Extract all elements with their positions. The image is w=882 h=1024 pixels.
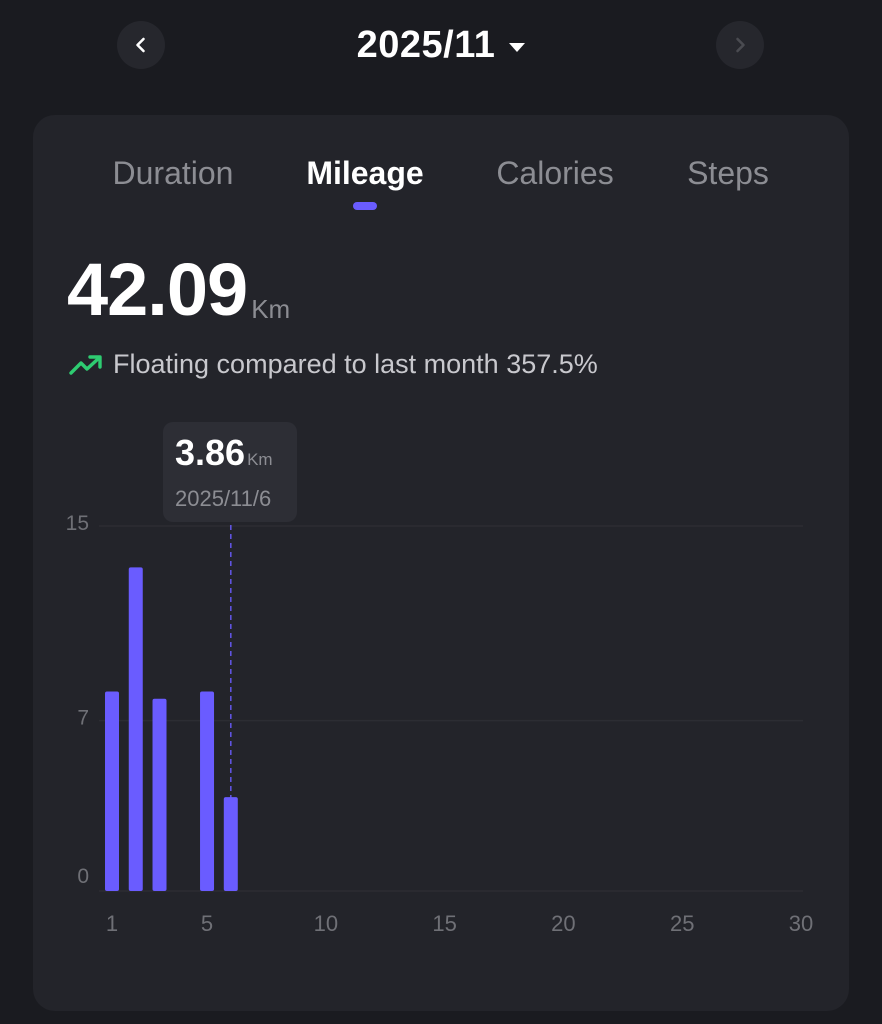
bar-day-5 [200,691,215,891]
caret-down-icon [509,42,526,52]
x-tick-label: 5 [201,911,213,936]
metric-tabs: Duration Mileage Calories Steps [33,115,849,225]
active-tab-indicator [353,202,377,210]
bar-day-3 [152,698,167,891]
previous-month-button[interactable] [117,21,165,69]
tab-calories[interactable]: Calories [496,155,614,191]
tab-steps[interactable]: Steps [687,155,769,191]
bar-day-6 [223,797,238,891]
x-tick-label: 30 [789,911,813,936]
comparison-text: Floating compared to last month 357.5% [113,349,598,379]
x-tick-label: 15 [432,911,456,936]
chevron-right-icon [736,37,745,53]
trend-up-icon [69,354,102,375]
top-bar: 2025/11 [0,0,882,110]
month-title: 2025/11 [356,23,496,66]
bar-day-2 [128,567,143,891]
chart-tooltip: 3.86 Km 2025/11/6 [163,422,297,522]
total-unit: Km [251,294,291,324]
month-selector[interactable]: 2025/11 [0,20,882,70]
total-value: 42.09 [67,248,248,331]
next-month-button[interactable] [716,21,764,69]
y-tick-label: 7 [77,707,89,730]
x-tick-label: 10 [314,911,338,936]
tooltip-value-row: 3.86 Km [175,432,273,474]
tab-mileage[interactable]: Mileage [306,155,424,191]
comparison-row: Floating compared to last month 357.5% [69,349,598,380]
chevron-left-icon [136,37,145,53]
x-tick-label: 20 [551,911,575,936]
bar-day-1 [105,691,119,891]
total-mileage: 42.09 Km [67,253,290,327]
y-tick-label: 15 [66,512,89,535]
tooltip-date: 2025/11/6 [175,486,272,511]
tooltip-value: 3.86 [175,432,246,473]
stats-card: Duration Mileage Calories Steps 42.09 Km… [33,115,849,1011]
x-tick-label: 25 [670,911,694,936]
tab-duration[interactable]: Duration [112,155,234,191]
y-tick-label: 0 [77,865,89,888]
x-tick-label: 1 [106,911,118,936]
tooltip-unit: Km [247,450,273,469]
